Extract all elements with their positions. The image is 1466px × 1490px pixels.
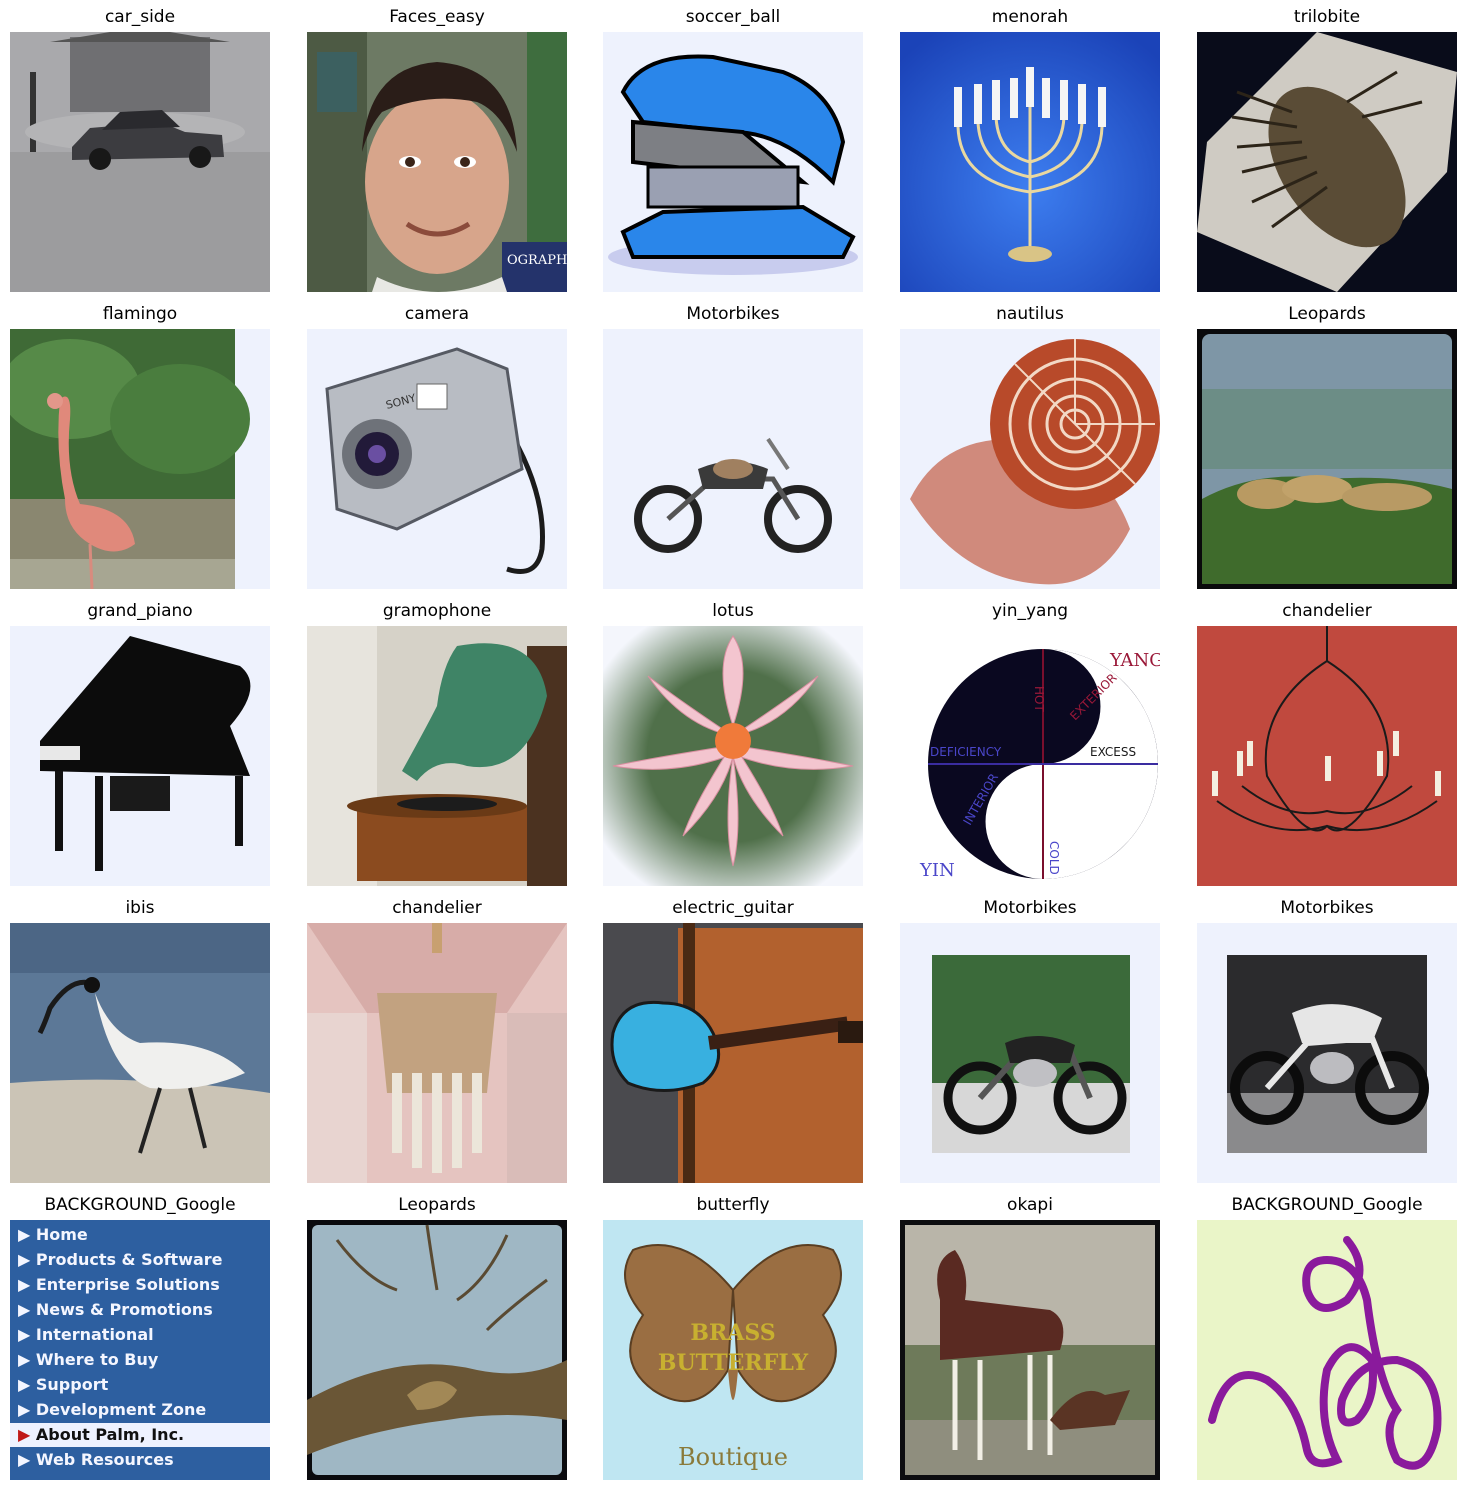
- menu-item: ▶ Home: [18, 1225, 88, 1244]
- menu-item-active: ▶ About Palm, Inc.: [18, 1425, 185, 1444]
- lotus-flower-photo: [603, 626, 863, 886]
- crystal-chandelier-photo: [307, 923, 567, 1183]
- yin-yang-label: YIN: [919, 860, 955, 881]
- leopard-in-tree-photo: [307, 1220, 567, 1480]
- tile-label: car_side: [104, 7, 176, 27]
- car-photo: [10, 32, 270, 292]
- tile-label: ibis: [125, 898, 155, 918]
- okapi-photo: [900, 1220, 1160, 1480]
- tile-label: Faces_easy: [389, 7, 485, 27]
- tile-label: gramophone: [382, 601, 492, 621]
- yin-yang-label: EXCESS: [1090, 745, 1136, 759]
- tile-label: Leopards: [1288, 304, 1366, 324]
- menu-item: ▶ Support: [18, 1375, 109, 1394]
- tile-label: camera: [404, 304, 470, 324]
- tile-label: chandelier: [1282, 601, 1372, 621]
- flamingo-photo: [10, 329, 270, 589]
- yin-yang-diagram: HOT EXTERIOR EXCESS DEFICIENCY INTERIOR …: [900, 626, 1160, 886]
- tile-label: grand_piano: [87, 601, 193, 621]
- tile-label: butterfly: [696, 1195, 770, 1215]
- tile-label: nautilus: [996, 304, 1064, 324]
- trilobite-fossil-photo: [1197, 32, 1457, 292]
- motorcycle-photo: [1197, 923, 1457, 1183]
- tile-label: lotus: [712, 601, 754, 621]
- menorah-photo: [900, 32, 1160, 292]
- tile-label: Motorbikes: [1280, 898, 1374, 918]
- menu-item: ▶ International: [18, 1325, 154, 1344]
- menu-item: ▶ Web Resources: [18, 1450, 174, 1469]
- yin-yang-label: COLD: [1047, 841, 1061, 875]
- menu-item: ▶ Development Zone: [18, 1400, 207, 1419]
- chandelier-drawing: [1197, 626, 1457, 886]
- menu-active-highlight: [10, 1423, 270, 1447]
- nautilus-shell-photo: [900, 329, 1160, 589]
- tile-label: Motorbikes: [686, 304, 780, 324]
- poster-text: OGRAPH: [507, 253, 567, 268]
- tile-label: electric_guitar: [672, 898, 794, 918]
- yin-yang-label: YANG: [1109, 650, 1160, 671]
- website-menu-screenshot: ▶ Home ▶ Products & Software ▶ Enterpris…: [10, 1220, 270, 1480]
- cheetahs-photo: [1197, 329, 1457, 589]
- tile-label: okapi: [1007, 1195, 1053, 1215]
- motorcycle-photo: [900, 923, 1160, 1183]
- tile-label: menorah: [991, 7, 1069, 27]
- tile-label: BACKGROUND_Google: [1231, 1195, 1423, 1215]
- tile-label: yin_yang: [991, 601, 1069, 621]
- menu-item: ▶ Products & Software: [18, 1250, 223, 1269]
- ibis-photo: [10, 923, 270, 1183]
- tile-label: Leopards: [398, 1195, 476, 1215]
- tile-label: flamingo: [102, 304, 178, 324]
- menu-item: ▶ Where to Buy: [18, 1350, 159, 1369]
- face-photo: OGRAPH: [307, 32, 567, 292]
- tile-label: chandelier: [392, 898, 482, 918]
- tile-label: BACKGROUND_Google: [44, 1195, 236, 1215]
- menu-item: ▶ News & Promotions: [18, 1300, 213, 1319]
- tile-label: trilobite: [1293, 7, 1361, 27]
- tile-label: Motorbikes: [983, 898, 1077, 918]
- electric-guitar-photo: [603, 923, 863, 1183]
- logo-text: BRASS: [690, 1320, 775, 1346]
- tile-label: soccer_ball: [685, 7, 781, 27]
- gramophone-photo: [307, 626, 567, 886]
- brass-butterfly-logo: BRASS BUTTERFLY Boutique: [603, 1220, 863, 1480]
- stapler-drawing: [603, 32, 863, 292]
- logo-text: Boutique: [678, 1443, 788, 1471]
- yin-yang-label: DEFICIENCY: [930, 745, 1002, 759]
- menu-item: ▶ Enterprise Solutions: [18, 1275, 220, 1294]
- logo-text: BUTTERFLY: [658, 1350, 808, 1376]
- grand-piano-photo: [10, 626, 270, 886]
- motorcycle-photo: [603, 329, 863, 589]
- camera-photo: SONY: [307, 329, 567, 589]
- yin-yang-label: HOT: [1032, 686, 1046, 712]
- purple-scribble-drawing: [1197, 1220, 1457, 1480]
